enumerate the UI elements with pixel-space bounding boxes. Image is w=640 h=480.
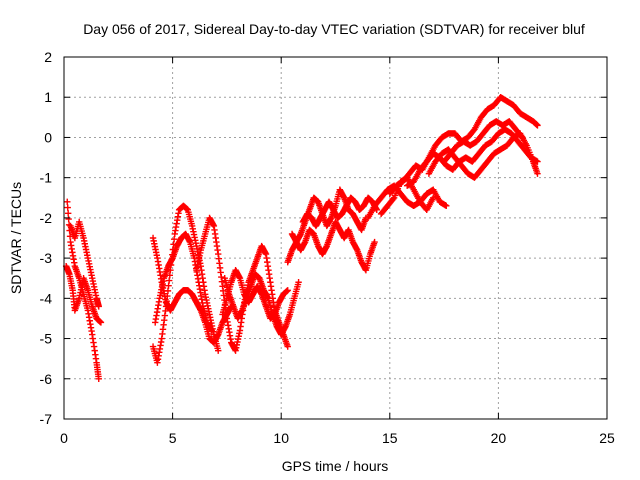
data-point [65, 215, 72, 223]
data-point [95, 375, 102, 382]
data-point [208, 327, 215, 334]
x-tick-label: 5 [169, 430, 177, 446]
data-point [534, 170, 541, 177]
y-tick-label: -4 [40, 290, 53, 306]
chart-title: Day 056 of 2017, Sidereal Day-to-day VTE… [83, 21, 585, 37]
data-point [295, 279, 302, 286]
series-arc-e [149, 234, 235, 346]
series-arc-c [67, 218, 102, 310]
y-tick-label: 2 [44, 49, 52, 65]
data-point [215, 347, 222, 354]
data-point [64, 198, 71, 205]
data-point [97, 319, 105, 326]
series-arc-b [62, 262, 105, 326]
x-tick-label: 20 [491, 430, 507, 446]
data-point [284, 287, 291, 294]
y-tick-label: -2 [40, 210, 53, 226]
data-point [64, 204, 71, 211]
y-tick-label: -5 [40, 331, 53, 347]
series-arc-f [152, 230, 215, 334]
y-tick-label: 0 [44, 129, 52, 145]
data-point [443, 202, 450, 210]
data-point [284, 343, 291, 350]
data-point [519, 134, 526, 141]
series-arc-k [288, 218, 378, 274]
series-arc-i [221, 271, 302, 338]
x-axis: 0 5 10 15 20 25 [60, 57, 615, 446]
x-tick-label: 25 [599, 430, 615, 446]
series-arc-r [440, 118, 526, 165]
y-tick-label: -7 [40, 411, 53, 427]
data-point [64, 210, 72, 217]
x-tick-label: 0 [60, 430, 68, 446]
y-axis-label: SDTVAR / TECUs [8, 182, 24, 294]
y-tick-label: -1 [40, 170, 53, 186]
grid-lines [64, 57, 607, 419]
y-tick-label: -6 [40, 371, 53, 387]
x-axis-label: GPS time / hours [282, 458, 389, 474]
data-point [518, 133, 525, 140]
x-tick-label: 10 [273, 430, 289, 446]
data-point [371, 238, 378, 246]
data-point [430, 194, 437, 201]
plot-frame [63, 56, 608, 420]
y-axis: -7 -6 -5 -4 -3 -2 -1 0 1 2 [40, 49, 607, 427]
data-point [95, 303, 102, 310]
y-tick-label: 1 [44, 89, 52, 105]
series-arc-h [219, 266, 291, 322]
data-point [534, 122, 541, 129]
data-points [62, 94, 541, 382]
y-tick-label: -3 [40, 250, 53, 266]
data-point [390, 195, 397, 203]
x-tick-label: 15 [382, 430, 398, 446]
